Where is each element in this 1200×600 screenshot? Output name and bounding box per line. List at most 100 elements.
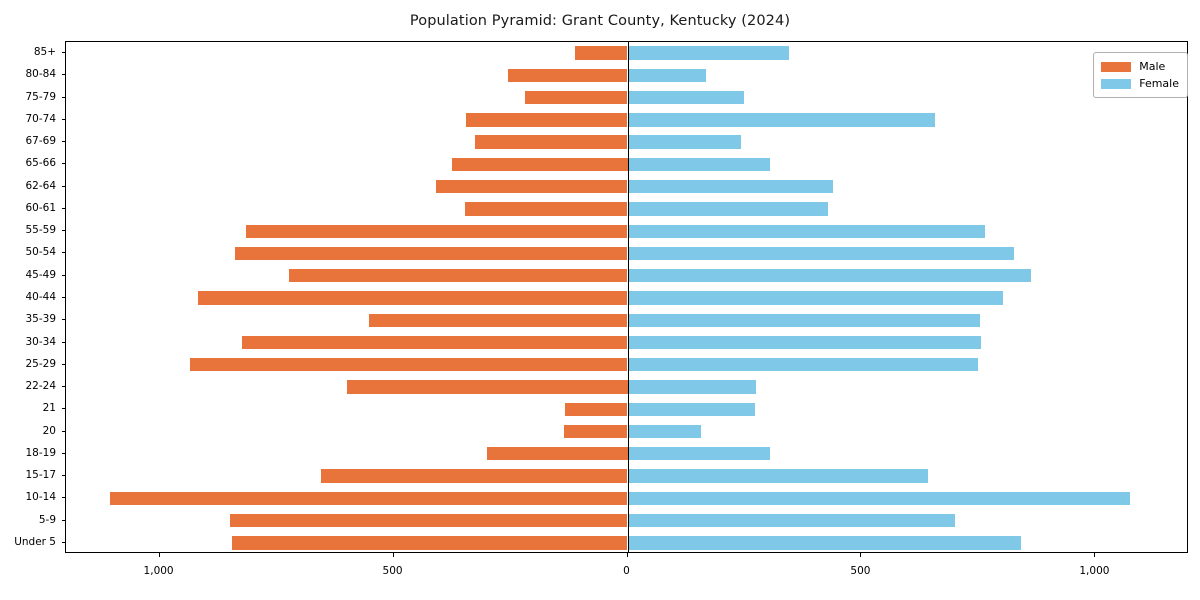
x-axis-tick-mark	[1094, 553, 1096, 557]
bar-male	[465, 202, 628, 216]
bar-male	[524, 90, 628, 105]
pyramid-row	[66, 469, 1187, 483]
y-axis-tick-mark	[61, 185, 65, 187]
chart-legend: Male Female	[1093, 52, 1188, 98]
bar-male	[435, 180, 628, 194]
bar-female	[627, 424, 702, 439]
y-axis-tick-label: 75-79	[25, 90, 56, 103]
y-axis-tick-mark	[61, 52, 65, 54]
pyramid-row	[66, 90, 1187, 105]
y-axis-tick-mark	[61, 386, 65, 388]
y-axis-tick-label: 5-9	[38, 513, 56, 526]
bar-male	[232, 536, 628, 550]
pyramid-row	[66, 246, 1187, 261]
y-axis-tick-label: 21	[42, 402, 56, 415]
y-axis-tick-mark	[61, 274, 65, 276]
bar-female	[627, 335, 981, 350]
pyramid-row	[66, 358, 1187, 372]
plot-area	[65, 41, 1188, 553]
bar-male	[189, 358, 628, 372]
y-axis-tick-label: 60-61	[25, 201, 56, 214]
x-axis-tick-mark	[158, 553, 160, 557]
y-axis: 85+ 80-84 75-79 70-74 67-69 65-66 62-64 60-61 55…	[0, 41, 65, 553]
x-axis-tick-label: 0	[623, 565, 630, 577]
y-axis-tick-label: 55-59	[25, 224, 56, 237]
bar-female	[627, 224, 986, 238]
y-axis-tick-label: 70-74	[25, 112, 56, 125]
pyramid-row	[66, 402, 1187, 416]
y-axis-tick-mark	[61, 452, 65, 454]
bar-female	[627, 469, 929, 483]
bar-female	[627, 157, 771, 172]
x-axis-tick-label: 500	[850, 565, 871, 577]
pyramid-row	[66, 536, 1187, 550]
bar-male	[507, 68, 628, 83]
pyramid-row	[66, 68, 1187, 83]
y-axis-tick-label: 62-64	[25, 179, 56, 192]
bar-female	[627, 380, 757, 394]
bar-female	[627, 402, 755, 416]
x-axis-tick-mark	[860, 553, 862, 557]
bar-female	[627, 246, 1014, 261]
pyramid-row	[66, 491, 1187, 505]
bar-female	[627, 291, 1004, 305]
y-axis-tick-label: 20	[42, 424, 56, 437]
y-axis-tick-mark	[61, 408, 65, 410]
legend-swatch-icon	[1101, 78, 1132, 89]
bar-male	[466, 113, 628, 127]
bar-male	[321, 469, 628, 483]
bar-female	[627, 90, 745, 105]
y-axis-tick-label: 40-44	[25, 291, 56, 303]
y-axis-tick-mark	[61, 163, 65, 165]
bar-male	[475, 135, 628, 149]
pyramid-row	[66, 180, 1187, 194]
y-axis-tick-label: 45-49	[25, 268, 56, 281]
legend-swatch-icon	[1101, 61, 1132, 72]
y-axis-tick-label: 15-17	[25, 469, 56, 482]
bar-female	[627, 358, 979, 372]
y-axis-tick-mark	[61, 541, 65, 543]
y-axis-tick-label: Under 5	[14, 535, 56, 548]
y-axis-tick-mark	[61, 430, 65, 432]
pyramid-row	[66, 113, 1187, 127]
pyramid-row	[66, 513, 1187, 528]
y-axis-tick-label: 18-19	[25, 446, 56, 459]
bar-male	[229, 513, 628, 528]
x-axis-tick-label: 500	[382, 565, 403, 577]
bar-female	[627, 46, 790, 60]
pyramid-row	[66, 202, 1187, 216]
y-axis-tick-mark	[61, 96, 65, 98]
x-axis-tick-mark	[392, 553, 394, 557]
bar-male	[235, 246, 628, 261]
bar-male	[110, 491, 628, 505]
y-axis-tick-mark	[61, 363, 65, 365]
x-axis-tick-mark	[626, 553, 628, 557]
y-axis-tick-label: 50-54	[25, 246, 56, 259]
pyramid-row	[66, 135, 1187, 149]
pyramid-row	[66, 335, 1187, 350]
bar-female	[627, 68, 706, 83]
y-axis-tick-mark	[61, 118, 65, 120]
y-axis-tick-mark	[61, 475, 65, 477]
bar-female	[627, 202, 828, 216]
y-axis-tick-label: 35-39	[25, 313, 56, 326]
bar-male	[245, 224, 628, 238]
y-axis-tick-mark	[61, 319, 65, 321]
bar-male	[346, 380, 628, 394]
y-axis-tick-mark	[61, 519, 65, 521]
pyramid-row	[66, 291, 1187, 305]
bar-male	[368, 313, 628, 327]
bar-female	[627, 447, 771, 461]
zero-axis-line	[627, 42, 629, 552]
y-axis-tick-label: 10-14	[25, 491, 56, 504]
pyramid-row	[66, 224, 1187, 238]
y-axis-tick-mark	[61, 297, 65, 298]
bar-female	[627, 513, 956, 528]
y-axis-tick-label: 85+	[33, 46, 56, 59]
y-axis-tick-mark	[61, 252, 65, 254]
y-axis-tick-mark	[61, 497, 65, 499]
y-axis-tick-label: 67-69	[25, 135, 56, 148]
y-axis-tick-label: 80-84	[25, 68, 56, 81]
pyramid-row	[66, 46, 1187, 60]
bars-layer	[66, 42, 1187, 552]
